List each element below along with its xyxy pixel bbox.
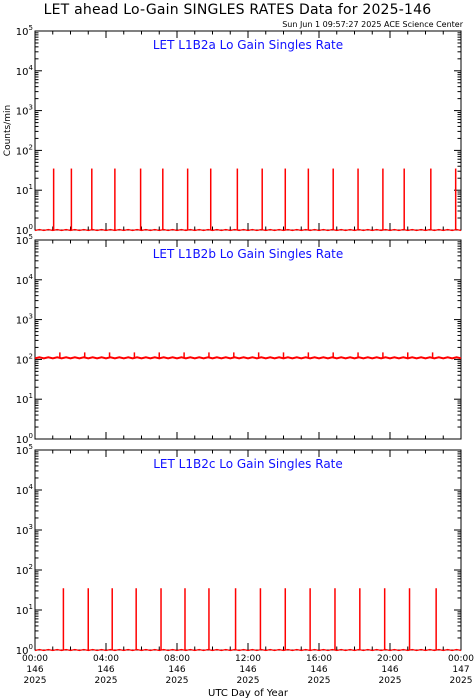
x-tick-label: 2025 [450, 676, 473, 686]
y-tick-label: 103 [16, 523, 33, 537]
x-tick-label: 146 [26, 665, 43, 675]
x-tick-label: 00:00 [448, 654, 474, 664]
y-tick-label: 104 [16, 483, 34, 497]
x-tick-label: 146 [239, 665, 256, 675]
series-baseline [34, 228, 462, 232]
x-tick-label: 147 [452, 665, 469, 675]
generated-timestamp: Sun Jun 1 09:57:27 2025 ACE Science Cent… [282, 20, 463, 29]
x-axis-label: UTC Day of Year [208, 688, 289, 699]
y-tick-label: 100 [16, 223, 33, 237]
y-tick-label: 105 [16, 443, 33, 457]
x-tick-label: 146 [381, 665, 398, 675]
page-title: LET ahead Lo-Gain SINGLES RATES Data for… [43, 2, 432, 18]
x-tick-label: 08:00 [164, 654, 190, 664]
y-tick-label: 104 [16, 64, 34, 78]
y-tick-label: 100 [16, 432, 33, 446]
y-tick-label: 101 [16, 603, 33, 617]
x-tick-label: 16:00 [306, 654, 332, 664]
panel-title: LET L1B2a Lo Gain Singles Rate [153, 38, 343, 52]
panel-title: LET L1B2c Lo Gain Singles Rate [153, 457, 343, 471]
x-tick-label: 2025 [379, 676, 402, 686]
y-tick-label: 100 [16, 643, 33, 657]
y-tick-label: 101 [16, 183, 33, 197]
y-tick-label: 103 [16, 104, 33, 118]
y-tick-label: 105 [16, 233, 33, 247]
y-tick-label: 102 [16, 352, 33, 366]
x-tick-label: 146 [310, 665, 327, 675]
x-tick-label: 2025 [166, 676, 189, 686]
y-tick-label: 104 [16, 273, 34, 287]
x-tick-label: 2025 [237, 676, 260, 686]
panel-frame [34, 239, 462, 440]
x-tick-label: 146 [97, 665, 114, 675]
y-tick-label: 105 [16, 24, 33, 38]
series-baseline [34, 356, 462, 360]
x-tick-label: 2025 [24, 676, 47, 686]
x-tick-label: 04:00 [93, 654, 119, 664]
y-tick-label: 101 [16, 392, 33, 406]
panel-frame [34, 449, 462, 651]
x-tick-label: 12:00 [235, 654, 261, 664]
y-tick-label: 102 [16, 563, 33, 577]
x-tick-label: 2025 [95, 676, 118, 686]
y-tick-label: 102 [16, 143, 33, 157]
y-tick-label: 103 [16, 313, 33, 327]
y-axis-label: Counts/min [3, 105, 13, 156]
x-tick-label: 146 [168, 665, 185, 675]
x-tick-label: 00:00 [22, 654, 48, 664]
series-baseline [34, 648, 462, 652]
x-tick-label: 20:00 [377, 654, 403, 664]
panel-frame [34, 30, 462, 231]
x-tick-label: 2025 [308, 676, 331, 686]
panel-title: LET L1B2b Lo Gain Singles Rate [153, 247, 344, 261]
